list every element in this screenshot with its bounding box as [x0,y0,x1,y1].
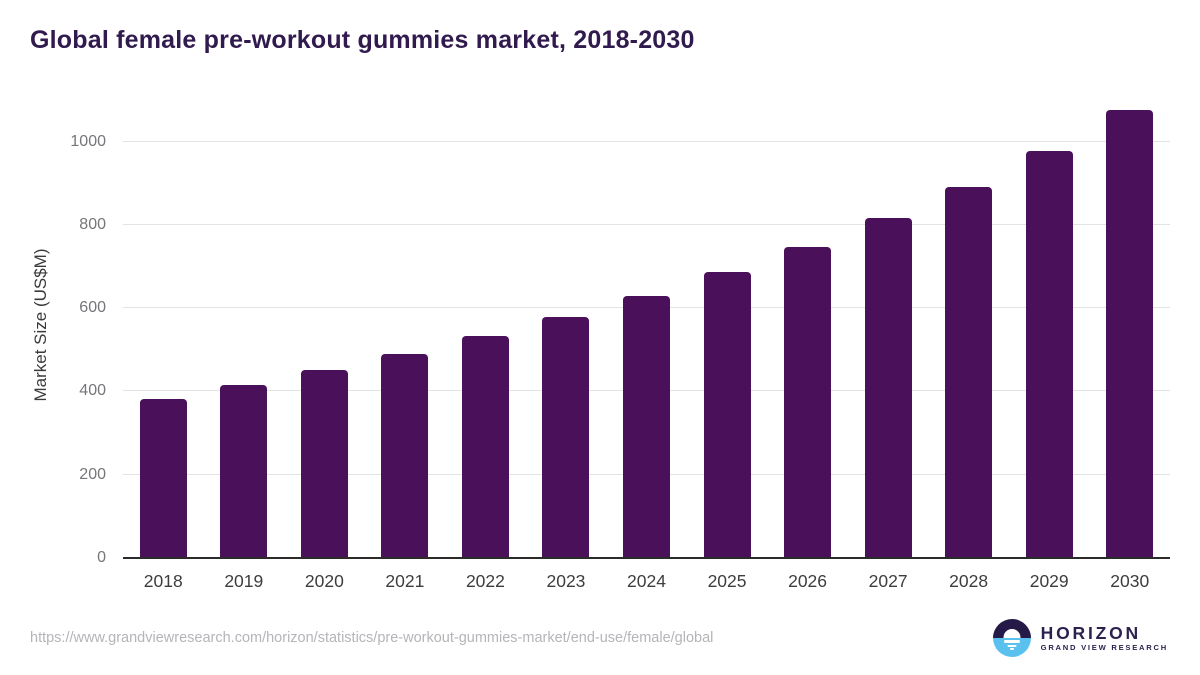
bar-2023 [542,317,590,558]
footer: https://www.grandviewresearch.com/horizo… [30,612,1168,664]
x-tick-label-2022: 2022 [465,571,505,591]
x-tick-label-2018: 2018 [143,571,183,591]
chart-title: Global female pre-workout gummies market… [30,26,695,54]
gridline-800 [123,223,1170,225]
x-tick-label-2021: 2021 [385,571,425,591]
y-tick-label-200: 200 [79,465,106,483]
logo-reflection-line [1003,640,1020,643]
y-axis-title: Market Size (US$M) [31,248,50,402]
bar-2029 [1025,150,1073,558]
bar-2025 [703,272,751,558]
logo-subtitle: GRAND VIEW RESEARCH [1040,642,1168,652]
bar-2021 [381,353,429,558]
plot-area: 0 200 400 600 800 1000 2018 2019 2020 2021 2022 202… [70,100,1170,591]
gridline-1000 [123,140,1170,142]
bar-2018 [139,398,187,558]
x-tick-label-2029: 2029 [1029,571,1069,591]
logo-text: HORIZON GRAND VIEW RESEARCH [1040,622,1168,653]
y-tick-label-0: 0 [97,549,106,566]
bar-2026 [784,246,832,558]
x-tick-label-2027: 2027 [868,571,908,591]
x-tick-label-2026: 2026 [788,571,828,591]
bar-2027 [864,218,912,558]
logo-water-half [992,638,1031,657]
y-tick-label-600: 600 [79,299,106,317]
x-tick-label-2023: 2023 [546,571,586,591]
y-tick-label-400: 400 [79,382,106,400]
logo-title: HORIZON [1040,622,1141,643]
x-tick-label-2024: 2024 [627,571,666,591]
bar-2020 [300,370,348,558]
source-url: https://www.grandviewresearch.com/horizo… [30,630,714,646]
bar-2028 [945,186,993,558]
x-tick-label-2025: 2025 [707,571,747,591]
bar-2024 [623,295,670,558]
x-tick-label-2030: 2030 [1110,571,1150,591]
bar-2030 [1106,110,1154,558]
bar-2022 [461,336,509,558]
horizon-sunrise-circle-icon [992,619,1031,657]
logo-reflection-line [1007,644,1017,647]
logo-sky-half [992,619,1031,638]
bar-2019 [220,384,268,558]
y-tick-label-1000: 1000 [70,132,106,150]
horizon-logo: HORIZON GRAND VIEW RESEARCH [992,619,1168,657]
logo-sun-arch [1003,629,1021,638]
x-tick-label-2020: 2020 [304,571,344,591]
logo-reflection-line [1009,648,1014,650]
x-tick-label-2028: 2028 [949,571,989,591]
x-axis-line [123,557,1170,559]
y-tick-label-800: 800 [79,215,106,233]
x-tick-label-2019: 2019 [224,571,264,591]
